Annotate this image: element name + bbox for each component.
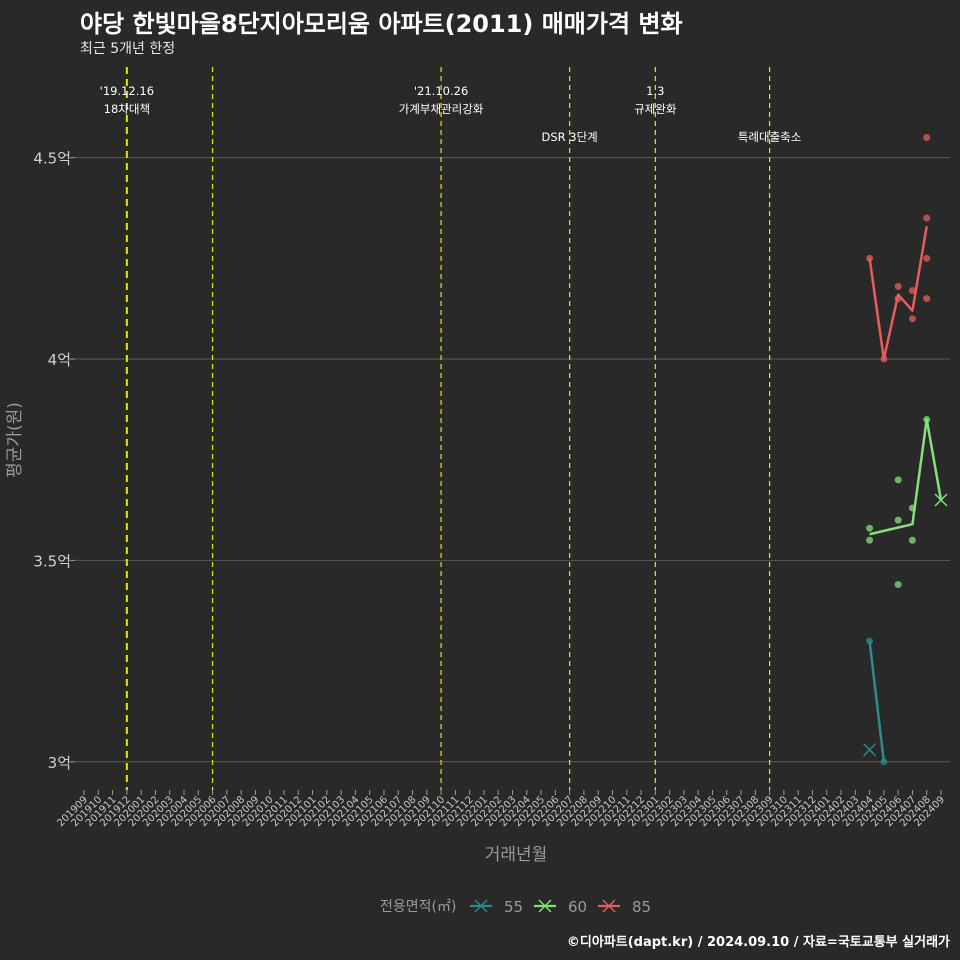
series-line-85 bbox=[868, 225, 928, 361]
event-label: 가계부채관리강화 bbox=[399, 102, 484, 116]
data-point-60 bbox=[894, 516, 902, 524]
axis-layer: 3억3.5억4억4.5억2019092019102019112019122020… bbox=[33, 150, 947, 829]
y-tick-label: 4억 bbox=[48, 351, 71, 369]
data-point-85 bbox=[923, 295, 931, 303]
event-label: 18차대책 bbox=[104, 102, 150, 116]
grid-layer bbox=[75, 157, 950, 763]
event-label: 1.3 bbox=[646, 84, 664, 98]
data-point-85 bbox=[923, 214, 931, 222]
legend-cross bbox=[602, 899, 616, 913]
legend-label: 60 bbox=[568, 898, 587, 916]
cross-stroke bbox=[863, 743, 877, 757]
series-line-60 bbox=[869, 418, 943, 536]
y-axis-title: 평균가(원) bbox=[5, 402, 25, 478]
data-point-60 bbox=[894, 581, 902, 589]
legend-label: 55 bbox=[504, 898, 523, 916]
data-point-85 bbox=[923, 254, 931, 262]
data-point-85 bbox=[923, 134, 931, 141]
legend-item-85: 85 bbox=[598, 898, 651, 916]
data-point-85 bbox=[908, 315, 916, 323]
source-caption: ©디아파트(dapt.kr) / 2024.09.10 / 자료=국토교통부 실… bbox=[566, 935, 950, 950]
event-label: DSR 3단계 bbox=[541, 130, 597, 144]
data-point-60 bbox=[866, 524, 874, 532]
cross-stroke bbox=[934, 493, 948, 507]
event-label: 특례대출축소 bbox=[738, 130, 801, 144]
legend-label: 85 bbox=[632, 898, 651, 916]
legend-title: 전용면적(㎡) bbox=[380, 899, 456, 915]
y-tick-label: 4.5억 bbox=[33, 150, 71, 168]
event-layer: '19.12.16 18차대책 '21.10.26 가계부채관리강화 DSR 3단계 1.… bbox=[100, 67, 801, 790]
data-point-85 bbox=[908, 287, 916, 295]
x-axis-title: 거래년월 bbox=[485, 845, 548, 865]
data-point-60 bbox=[866, 536, 874, 544]
data-point-85 bbox=[894, 283, 902, 291]
event-label: 규제완화 bbox=[634, 102, 677, 116]
event-label: '19.12.16 bbox=[100, 84, 154, 98]
y-tick-label: 3억 bbox=[48, 754, 71, 772]
cross-marker-60 bbox=[934, 493, 948, 507]
legend: 전용면적(㎡) 55 60 85 bbox=[380, 898, 651, 916]
cross-marker-55 bbox=[863, 743, 877, 757]
series-line-55 bbox=[868, 640, 886, 762]
chart-title: 야당 한빛마을8단지아모리움 아파트(2011) 매매가격 변화 bbox=[80, 10, 683, 38]
legend-item-55: 55 bbox=[470, 898, 523, 916]
series-layer bbox=[863, 134, 948, 766]
legend-cross bbox=[474, 899, 488, 913]
data-point-60 bbox=[908, 536, 916, 544]
y-tick-label: 3.5억 bbox=[33, 552, 71, 570]
legend-item-60: 60 bbox=[534, 898, 587, 916]
legend-cross bbox=[538, 899, 552, 913]
chart-subtitle: 최근 5개년 한정 bbox=[80, 41, 176, 57]
event-label: '21.10.26 bbox=[414, 84, 468, 98]
data-point-60 bbox=[894, 476, 902, 484]
